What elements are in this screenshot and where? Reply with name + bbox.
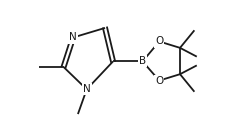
Text: N: N: [69, 32, 77, 42]
Text: O: O: [155, 76, 163, 86]
Text: N: N: [83, 84, 91, 94]
Text: B: B: [139, 56, 146, 66]
Text: O: O: [155, 36, 163, 46]
